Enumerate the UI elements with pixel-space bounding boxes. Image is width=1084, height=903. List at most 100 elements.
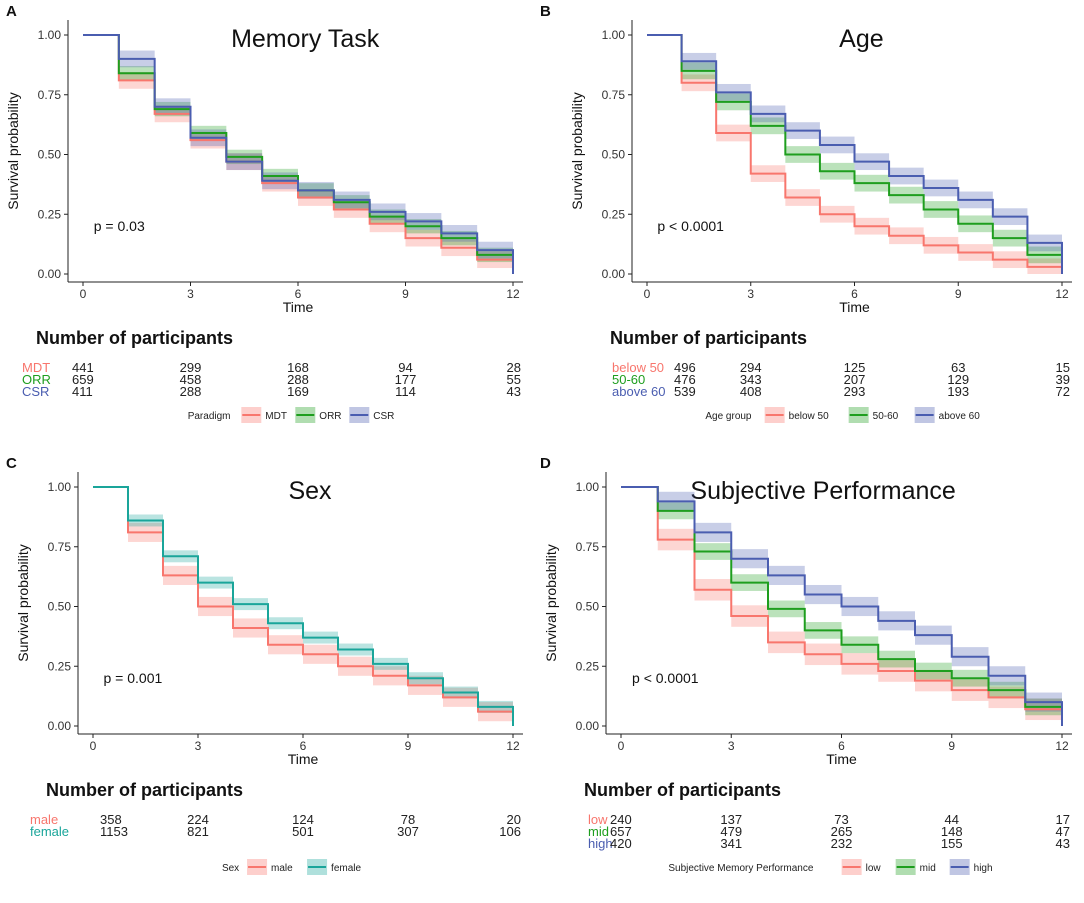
risk-value: 232: [831, 836, 853, 851]
x-tick-label: 6: [851, 287, 858, 301]
legend-key-mdt: MDT: [241, 407, 287, 423]
panel-letter: A: [6, 3, 17, 20]
legend: Age group below 50 50-60 above 60: [705, 407, 980, 423]
y-tick-label: 1.00: [38, 28, 62, 42]
series-line-male: [93, 486, 514, 726]
risk-value: 124: [292, 812, 314, 827]
x-tick-label: 9: [402, 287, 409, 301]
risk-value: 293: [844, 384, 866, 399]
series-line-high: [621, 486, 1063, 726]
y-tick-label: 0.00: [602, 267, 626, 281]
number-title: Number of participants: [46, 780, 243, 800]
legend-title: Subjective Memory Performance: [668, 863, 813, 874]
risk-value: 73: [834, 812, 848, 827]
risk-value: 358: [100, 812, 122, 827]
legend-label: mid: [920, 863, 936, 874]
risk-row-label: above 60: [612, 384, 666, 399]
panel-letter: B: [540, 3, 551, 20]
risk-value: 288: [287, 372, 309, 387]
legend-key-orr: ORR: [295, 407, 342, 423]
risk-value: 137: [720, 812, 742, 827]
series-line-50-60: [647, 34, 1063, 274]
risk-row-label: CSR: [22, 384, 49, 399]
risk-value: 55: [507, 372, 521, 387]
risk-value: 114: [395, 384, 416, 399]
risk-row-label: 50-60: [612, 372, 645, 387]
x-tick-label: 3: [747, 287, 754, 301]
y-tick-label: 0.25: [602, 207, 626, 221]
risk-value: 169: [287, 384, 309, 399]
x-tick-label: 12: [1055, 739, 1069, 753]
y-tick-label: 0.00: [576, 719, 600, 733]
risk-value: 1153: [100, 824, 128, 839]
x-tick-label: 9: [955, 287, 962, 301]
risk-row-label: male: [30, 812, 58, 827]
number-title: Number of participants: [610, 328, 807, 348]
number-title: Number of participants: [36, 328, 233, 348]
risk-value: 15: [1056, 360, 1070, 375]
risk-value: 193: [947, 384, 969, 399]
y-tick-label: 0.25: [576, 659, 600, 673]
risk-value: 47: [1056, 824, 1070, 839]
legend-key-50-60: 50-60: [848, 407, 899, 423]
y-tick-label: 0.50: [48, 600, 72, 614]
x-tick-label: 12: [506, 739, 520, 753]
legend: Sex male female: [222, 859, 362, 875]
risk-value: 43: [1056, 836, 1070, 851]
series-line-female: [93, 486, 514, 726]
risk-value: 44: [945, 812, 959, 827]
legend-title: Age group: [705, 411, 752, 422]
legend-key-above-60: above 60: [914, 407, 980, 423]
x-tick-label: 9: [405, 739, 412, 753]
series-line-above-60: [647, 34, 1063, 274]
risk-value: 72: [1056, 384, 1070, 399]
risk-value: 125: [844, 360, 866, 375]
risk-value: 408: [740, 384, 762, 399]
y-tick-label: 0.00: [48, 719, 72, 733]
legend-title: Paradigm: [188, 411, 231, 422]
risk-row-label: female: [30, 824, 69, 839]
y-tick-label: 0.50: [38, 148, 62, 162]
series-line-mid: [621, 486, 1063, 726]
x-axis-label: Time: [839, 299, 870, 315]
risk-value: 43: [507, 384, 521, 399]
y-tick-label: 0.25: [48, 659, 72, 673]
x-axis-label: Time: [826, 751, 857, 767]
y-axis-label: Survival probability: [543, 544, 559, 662]
risk-value: 458: [180, 372, 202, 387]
risk-row-label: mid: [588, 824, 609, 839]
risk-value: 659: [72, 372, 94, 387]
risk-row-label: high: [588, 836, 613, 851]
series-line-below-50: [647, 34, 1063, 274]
series-line-csr: [83, 34, 514, 274]
legend-label: male: [271, 863, 293, 874]
risk-value: 177: [395, 372, 417, 387]
x-tick-label: 0: [90, 739, 97, 753]
panel-c: C 0.00 0.25 0.50 0.75 1.00 0 3 6 9 12 Time Survival …: [6, 455, 523, 875]
risk-value: 78: [401, 812, 415, 827]
risk-value: 240: [610, 812, 632, 827]
legend-key-mid: mid: [895, 859, 936, 875]
panel-b: B 0.00 0.25 0.50 0.75 1.00 0 3 6 9 12 Time Survival …: [540, 3, 1072, 423]
risk-value: 343: [740, 372, 762, 387]
panel-d: D 0.00 0.25 0.50 0.75 1.00 0 3 6 9 12 Time Survival …: [540, 455, 1072, 875]
x-axis-label: Time: [283, 299, 314, 315]
risk-row-label: MDT: [22, 360, 50, 375]
p-value: p = 0.001: [104, 670, 163, 686]
risk-value: 224: [187, 812, 209, 827]
risk-value: 39: [1056, 372, 1070, 387]
series-line-mdt: [83, 34, 514, 274]
risk-value: 341: [720, 836, 742, 851]
legend-label: CSR: [373, 411, 394, 422]
legend-label: 50-60: [873, 411, 899, 422]
risk-value: 155: [941, 836, 963, 851]
x-tick-label: 0: [644, 287, 651, 301]
legend-key-female: female: [307, 859, 362, 875]
x-tick-label: 0: [80, 287, 87, 301]
risk-value: 129: [947, 372, 969, 387]
legend: Subjective Memory Performance low mid high: [668, 859, 993, 875]
risk-value: 94: [398, 360, 412, 375]
x-tick-label: 3: [195, 739, 202, 753]
risk-value: 106: [499, 824, 521, 839]
